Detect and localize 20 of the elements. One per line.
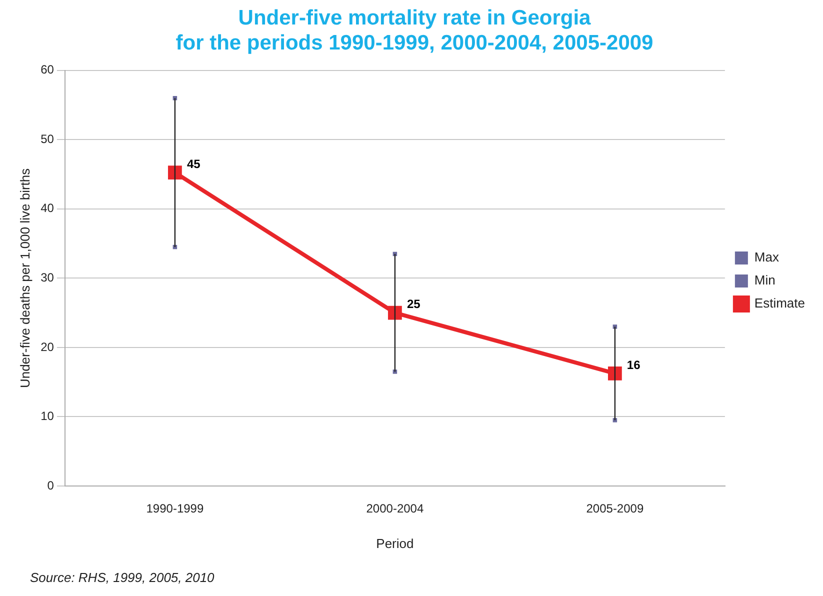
y-tick-label: 0: [47, 478, 54, 492]
legend-label: Estimate: [754, 296, 806, 311]
y-tick-label: 50: [40, 132, 54, 146]
x-tick-label: 1990-1999: [146, 502, 204, 516]
x-tick-label: 2000-2004: [366, 502, 424, 516]
legend-label: Max: [754, 250, 780, 265]
data-label: 16: [626, 358, 641, 372]
source-note: Source: RHS, 1999, 2005, 2010: [30, 570, 216, 585]
data-label: 25: [406, 297, 421, 312]
x-tick-label: 2005-2009: [586, 502, 644, 516]
y-tick-label: 60: [40, 62, 54, 77]
y-tick-label: 20: [40, 340, 54, 354]
y-tick-label: 40: [40, 201, 54, 216]
chart-title: Under-five mortality rate in Georgia for the periods 1990-1999, 2000-2004, 2005-2009: [176, 6, 654, 55]
y-axis-title: Under-five deaths per 1,000 live births: [17, 168, 32, 388]
x-axis-title: Period: [376, 536, 414, 551]
data-label: 45: [186, 156, 201, 171]
y-tick-label: 10: [40, 409, 54, 424]
legend-label: Min: [754, 272, 776, 288]
y-tick-label: 30: [40, 270, 54, 285]
